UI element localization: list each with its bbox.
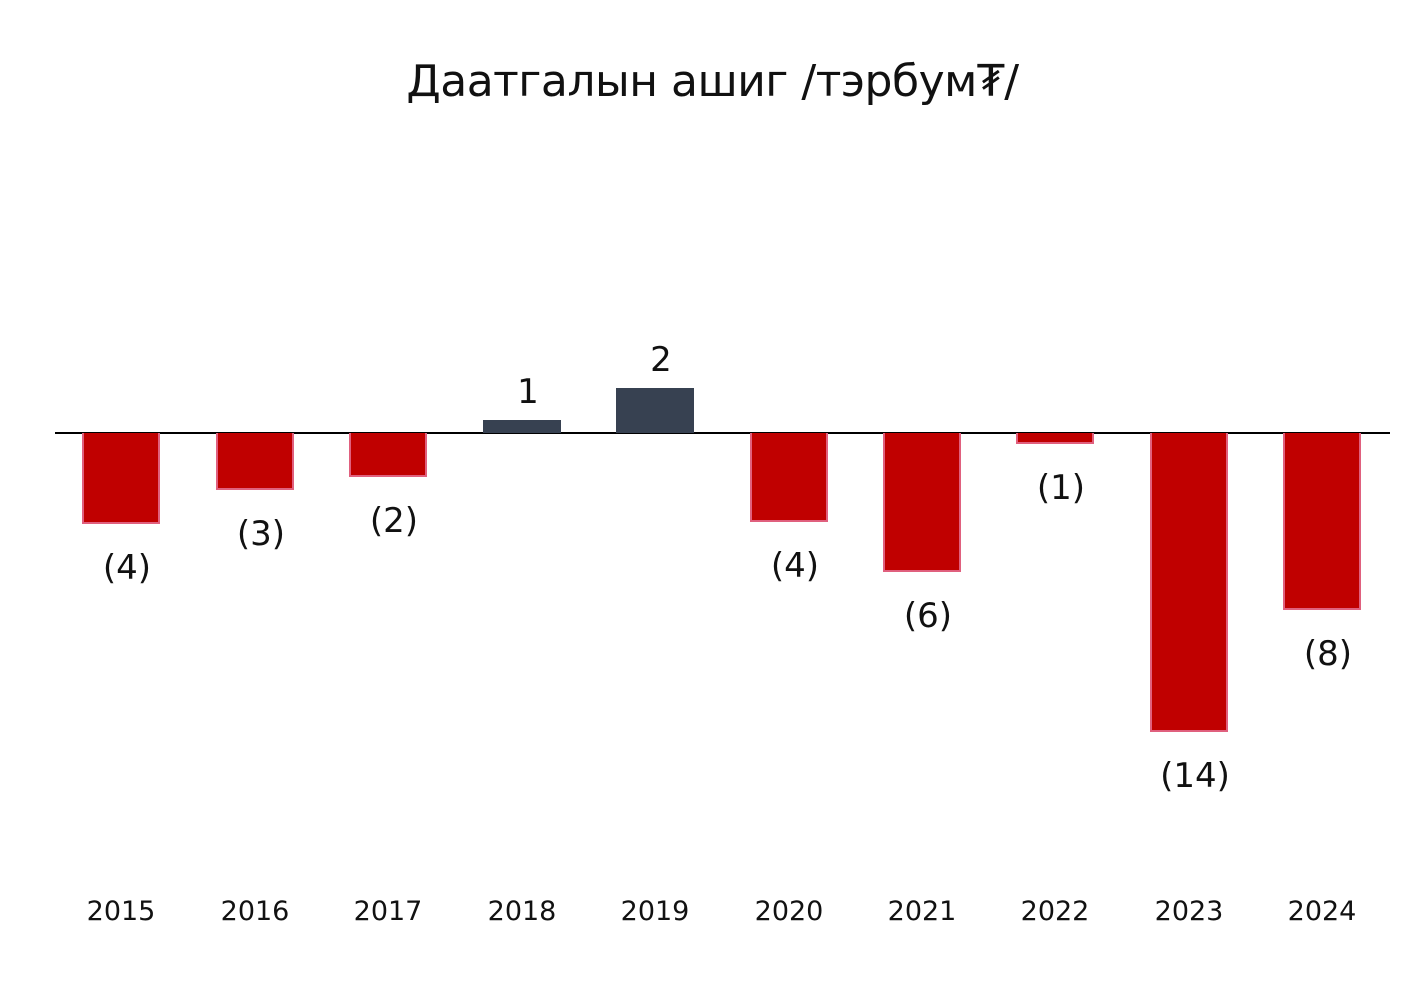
x-tick-label-2020: 2020 [754,896,824,927]
x-tick-label-2015: 2015 [86,896,156,927]
x-tick-label-2022: 2022 [1020,896,1090,927]
data-label-2023: (14) [1160,756,1230,796]
bar-2018 [483,420,561,433]
zero-axis-line [55,432,1390,434]
data-label-2018: 1 [517,372,539,412]
bar-2019 [616,388,694,433]
data-label-2016: (3) [236,514,286,554]
bar-2022 [1016,433,1094,444]
data-label-2024: (8) [1303,634,1353,674]
data-label-2019: 2 [650,340,672,380]
bar-2023 [1150,433,1228,732]
x-tick-label-2017: 2017 [353,896,423,927]
x-tick-label-2016: 2016 [220,896,290,927]
data-label-2020: (4) [770,546,820,586]
data-label-2015: (4) [102,548,152,588]
data-label-2021: (6) [903,596,953,636]
x-tick-label-2021: 2021 [887,896,957,927]
bar-2015 [82,433,160,524]
bar-2024 [1283,433,1361,610]
chart-title: Даатгалын ашиг /тэрбум₮/ [406,56,1019,107]
x-tick-label-2024: 2024 [1287,896,1357,927]
data-label-2017: (2) [369,501,419,541]
data-label-2022: (1) [1036,468,1086,508]
x-tick-label-2023: 2023 [1154,896,1224,927]
x-tick-label-2019: 2019 [620,896,690,927]
bar-2020 [750,433,828,522]
bar-2016 [216,433,294,490]
bar-2017 [349,433,427,477]
x-tick-label-2018: 2018 [487,896,557,927]
bar-2021 [883,433,961,572]
